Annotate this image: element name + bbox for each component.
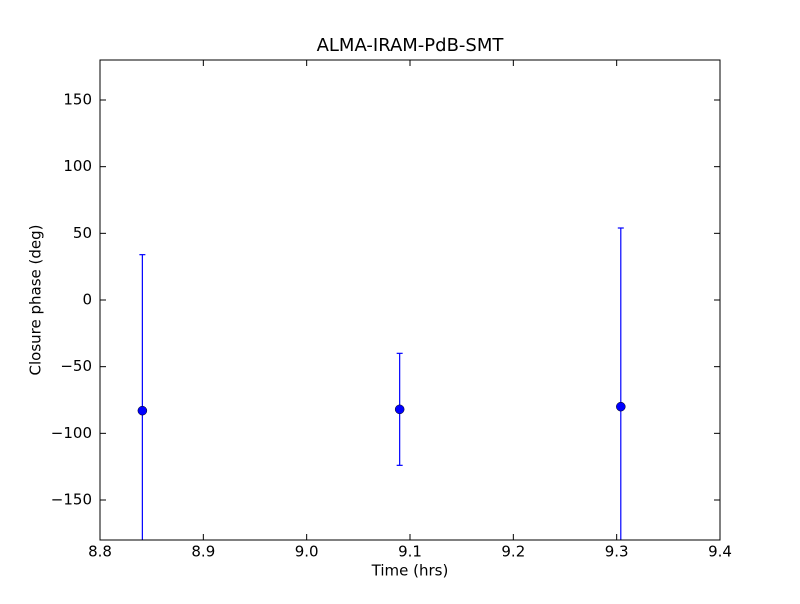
plot-area (137, 227, 626, 540)
x-tick-label: 9.3 (605, 543, 629, 561)
x-axis-label: Time (hrs) (371, 562, 449, 580)
x-tick-label: 8.8 (88, 543, 112, 561)
y-tick-label: −100 (51, 424, 92, 442)
data-point (616, 401, 626, 412)
y-tick-label: 50 (73, 224, 92, 242)
x-tick-label: 9.2 (501, 543, 525, 561)
x-tick-label: 9.1 (398, 543, 422, 561)
y-tick-label: 150 (63, 91, 92, 109)
y-tick-label: 100 (63, 157, 92, 175)
y-tick-label: 0 (82, 291, 92, 309)
x-tick-label: 9.4 (708, 543, 732, 561)
x-tick-label: 8.9 (191, 543, 215, 561)
data-point (394, 404, 405, 415)
data-point (137, 405, 148, 416)
y-tick-label: −150 (51, 491, 92, 509)
x-tick-label: 9.0 (295, 543, 319, 561)
chart-title: ALMA-IRAM-PdB-SMT (317, 35, 505, 56)
y-tick-label: −50 (60, 357, 92, 375)
y-axis-label: Closure phase (deg) (27, 225, 45, 376)
